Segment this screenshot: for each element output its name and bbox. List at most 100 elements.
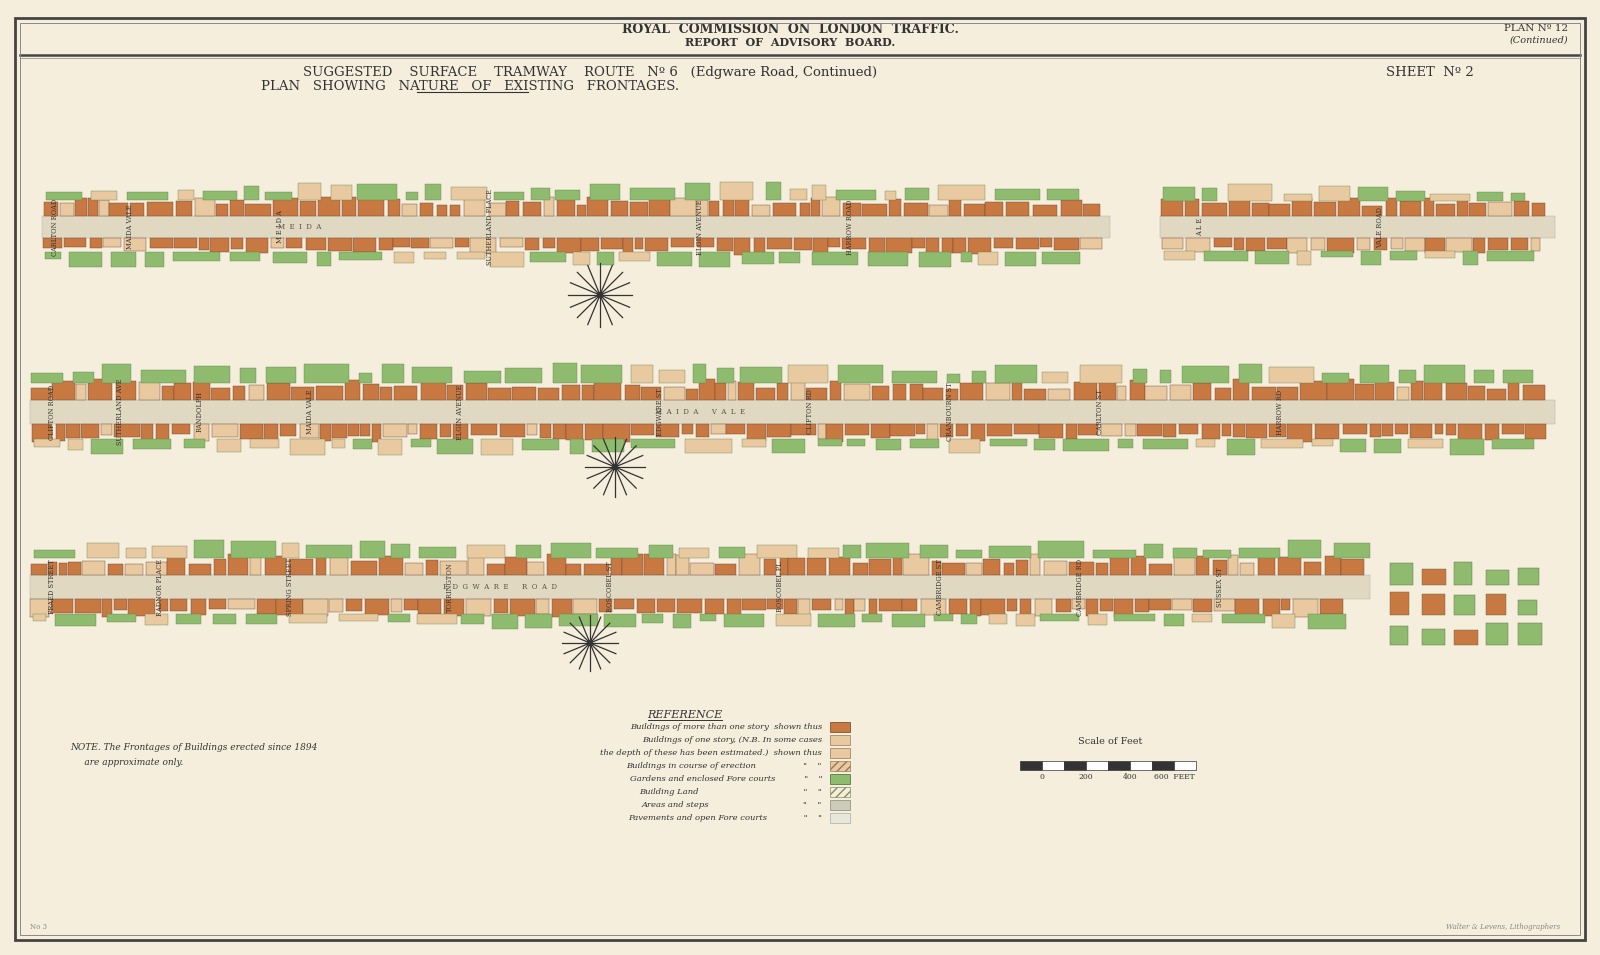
Bar <box>1238 364 1262 383</box>
Bar <box>1469 386 1485 400</box>
Bar <box>1078 424 1098 435</box>
Bar <box>317 386 342 400</box>
Bar <box>1197 556 1210 575</box>
Bar <box>808 548 838 558</box>
Bar <box>1426 251 1454 258</box>
Bar <box>102 364 131 383</box>
Bar <box>1246 424 1267 438</box>
Bar <box>1251 203 1269 216</box>
Bar <box>602 238 622 249</box>
Bar <box>270 238 285 248</box>
Text: Pavements and open Fore courts              "    ": Pavements and open Fore courts " " <box>627 814 822 822</box>
Bar <box>1117 386 1126 400</box>
Bar <box>330 555 349 575</box>
Bar <box>333 439 346 448</box>
Bar <box>938 185 986 200</box>
Bar <box>918 252 950 267</box>
Bar <box>830 813 850 823</box>
Text: Buildings of one story, (N.B. In some cases: Buildings of one story, (N.B. In some ca… <box>642 736 822 744</box>
Bar <box>845 384 870 400</box>
Bar <box>1286 424 1312 442</box>
Bar <box>66 424 80 438</box>
Bar <box>630 424 654 435</box>
Bar <box>358 373 371 383</box>
Bar <box>304 364 349 383</box>
Bar <box>34 439 61 447</box>
Bar <box>1474 238 1485 253</box>
Bar <box>818 439 842 446</box>
Bar <box>947 374 960 383</box>
Bar <box>523 202 541 216</box>
Bar <box>584 564 610 575</box>
Bar <box>402 204 418 216</box>
Bar <box>1238 548 1280 558</box>
Bar <box>930 205 947 216</box>
Bar <box>678 548 709 558</box>
Text: NOTE. The Frontages of Buildings erected since 1894
     are approximate only.: NOTE. The Frontages of Buildings erected… <box>70 743 317 767</box>
Bar <box>946 389 958 400</box>
Bar <box>1278 557 1301 575</box>
Bar <box>541 424 550 438</box>
Bar <box>381 387 392 400</box>
Bar <box>781 554 787 575</box>
Bar <box>830 381 842 400</box>
Bar <box>1163 187 1195 201</box>
Bar <box>1410 424 1432 438</box>
Bar <box>109 203 128 216</box>
Bar <box>1130 761 1152 770</box>
Bar <box>826 424 843 442</box>
Bar <box>582 385 594 400</box>
Bar <box>379 238 394 250</box>
Bar <box>806 558 826 575</box>
Bar <box>1061 200 1082 216</box>
Bar <box>162 386 174 400</box>
Bar <box>709 201 718 216</box>
Bar <box>1518 623 1542 645</box>
Bar <box>893 557 902 575</box>
Bar <box>114 424 141 437</box>
Bar <box>1234 379 1250 400</box>
Bar <box>920 545 947 558</box>
Bar <box>174 383 190 400</box>
Bar <box>677 599 702 613</box>
Bar <box>466 383 486 400</box>
Bar <box>1422 569 1446 585</box>
Bar <box>150 238 173 248</box>
Bar <box>635 238 643 249</box>
Text: No 3: No 3 <box>30 923 46 931</box>
Bar <box>550 543 590 558</box>
Bar <box>578 205 586 216</box>
Bar <box>1312 439 1333 446</box>
Bar <box>74 372 94 383</box>
Bar <box>379 556 403 575</box>
Bar <box>536 599 549 614</box>
Bar <box>203 191 237 200</box>
Bar <box>69 252 102 267</box>
Bar <box>622 554 643 575</box>
Bar <box>1390 626 1408 645</box>
Bar <box>1035 599 1053 616</box>
Bar <box>1194 383 1211 400</box>
Bar <box>394 252 414 263</box>
Bar <box>75 599 101 613</box>
Bar <box>146 614 168 625</box>
Bar <box>1315 424 1339 439</box>
Bar <box>42 216 1110 238</box>
Bar <box>290 614 326 623</box>
Bar <box>250 554 261 575</box>
Bar <box>1080 238 1102 249</box>
Bar <box>1171 599 1192 610</box>
Bar <box>510 599 534 616</box>
Bar <box>88 198 98 216</box>
Bar <box>1310 238 1325 250</box>
Bar <box>1446 424 1456 435</box>
Bar <box>594 382 621 400</box>
Bar <box>426 184 442 200</box>
Bar <box>82 424 99 438</box>
Bar <box>1309 614 1346 629</box>
Bar <box>942 238 954 253</box>
Bar <box>1054 238 1078 250</box>
Bar <box>1251 387 1277 400</box>
Bar <box>30 373 62 383</box>
Bar <box>794 238 813 250</box>
